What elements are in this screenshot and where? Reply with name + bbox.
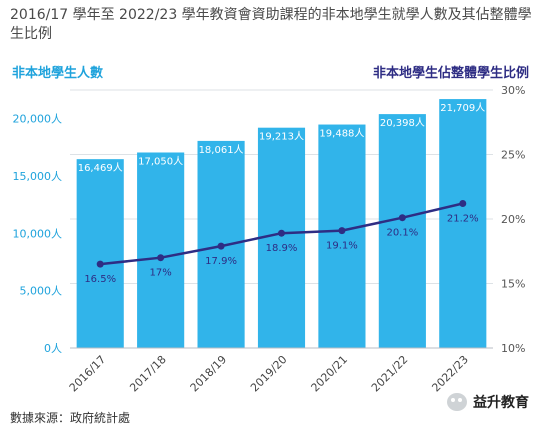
bar [257, 127, 306, 348]
chart-title: 2016/17 學年至 2022/23 學年教資會資助課程的非本地學生就學人數及… [10, 7, 532, 42]
wechat-icon [447, 393, 467, 411]
left-axis-tick-label: 0人 [44, 342, 62, 355]
watermark-text: 益升教育 [473, 395, 529, 411]
ratio-point [338, 227, 346, 235]
x-tick-label: 2020/21 [309, 353, 351, 395]
ratio-point [96, 260, 104, 268]
data-source-note: 數據來源：政府統計處 [10, 411, 131, 425]
left-axis-tick-label: 5,000人 [20, 285, 63, 298]
x-tick-label: 2021/22 [369, 353, 411, 395]
ratio-value-label: 18.9% [266, 243, 298, 254]
left-axis-title: 非本地學生人數 [12, 66, 104, 81]
x-tick-label: 2017/18 [127, 353, 169, 395]
ratio-point [217, 242, 225, 250]
ratio-value-label: 17% [150, 268, 172, 279]
bar [318, 124, 366, 348]
left-axis-tick-label: 20,000人 [13, 113, 63, 126]
bar [137, 152, 185, 348]
x-tick-label: 2022/23 [429, 353, 471, 395]
right-axis-tick-label: 25% [501, 149, 525, 162]
ratio-point [278, 229, 285, 237]
right-axis-title: 非本地學生佔整體學生比例 [372, 66, 529, 81]
left-axis-tick-label: 15,000人 [13, 170, 63, 183]
bar-value-label: 19,213人 [259, 131, 304, 143]
left-axis-tick-label: 10,000人 [13, 227, 63, 240]
bar [378, 114, 426, 348]
right-axis-tick-label: 10% [501, 342, 525, 355]
bar-value-label: 21,709人 [440, 102, 485, 114]
ratio-value-label: 20.1% [386, 228, 418, 239]
bar [439, 99, 487, 349]
ratio-point [398, 214, 406, 222]
bar-value-label: 17,050人 [138, 155, 183, 167]
ratio-value-label: 19.1% [326, 241, 358, 252]
x-tick-label: 2018/19 [188, 353, 230, 395]
bar-value-label: 20,398人 [380, 117, 425, 129]
x-tick-label: 2016/17 [67, 353, 109, 395]
bar [76, 159, 124, 348]
watermark: 益升教育 [447, 392, 529, 412]
right-axis-tick-label: 20% [501, 213, 525, 226]
ratio-value-label: 21.2% [447, 214, 479, 225]
ratio-value-label: 17.9% [205, 256, 237, 267]
bar-value-label: 18,061人 [199, 144, 244, 156]
right-axis-tick-label: 15% [501, 278, 525, 291]
ratio-point [459, 200, 467, 208]
x-tick-label: 2019/20 [248, 353, 290, 395]
bar-value-label: 19,488人 [319, 128, 364, 140]
bar-value-label: 16,469人 [78, 162, 123, 174]
ratio-value-label: 16.5% [84, 274, 116, 285]
right-axis-tick-label: 30% [501, 84, 525, 97]
ratio-point [157, 254, 165, 262]
